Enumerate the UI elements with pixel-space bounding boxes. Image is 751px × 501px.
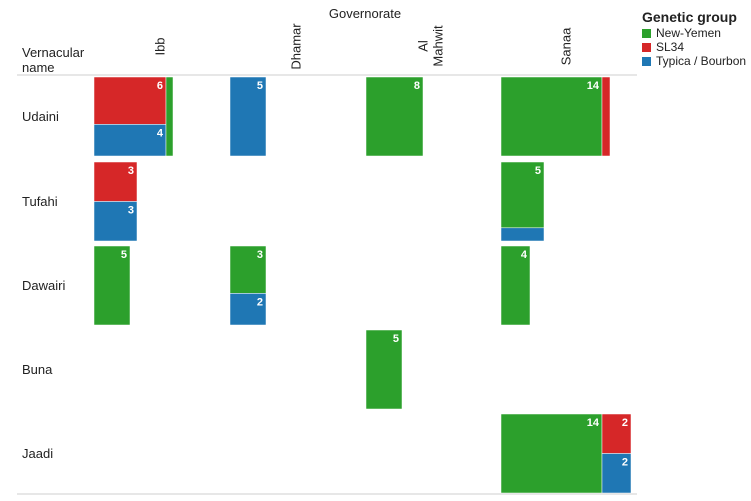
cell-tufahi-ibb: 33	[93, 161, 138, 242]
cell-dawairi-dhamar: 32	[229, 245, 267, 326]
segment-value-label: 14	[587, 80, 600, 92]
segment-value-label: 6	[157, 80, 163, 92]
segment-value-label: 5	[393, 333, 399, 345]
row-header-line-2: name	[22, 60, 55, 75]
segment-new-yemen	[500, 245, 531, 326]
column-header-title: Governorate	[328, 6, 402, 21]
row-label-buna: Buna	[22, 361, 53, 377]
segment-typica-bourbon	[229, 76, 267, 157]
legend-label-new-yemen: New-Yemen	[656, 26, 721, 40]
row-header-title: Vernacular name	[22, 45, 84, 75]
column-label-dhamar: Dhamar	[289, 23, 304, 69]
legend-label-sl34: SL34	[656, 40, 685, 54]
segment-new-yemen	[500, 413, 603, 494]
cell-dawairi-ibb: 5	[93, 245, 131, 326]
legend-label-typica-bourbon: Typica / Bourbon	[656, 54, 747, 68]
segment-value-label: 3	[257, 249, 263, 261]
column-label-line: Al	[415, 40, 431, 52]
segment-new-yemen	[93, 245, 131, 326]
legend-swatch-sl34	[642, 42, 651, 52]
segment-value-label: 5	[257, 80, 263, 92]
segment-value-label: 2	[622, 417, 628, 429]
segment-sl34	[601, 413, 632, 454]
segment-value-label: 4	[521, 249, 528, 261]
segment-value-label: 5	[121, 249, 127, 261]
segment-typica-bourbon	[229, 293, 267, 326]
column-label-ibb: Ibb	[153, 37, 168, 55]
cell-dawairi-sanaa: 4	[500, 245, 531, 326]
column-label-al-mahwit: Al Mahwit	[415, 25, 445, 66]
segment-value-label: 3	[128, 165, 134, 177]
cell-udaini-al-mahwit: 8	[365, 76, 424, 157]
cell-tufahi-sanaa: 5	[500, 161, 545, 242]
row-label-udaini: Udaini	[22, 108, 59, 124]
segment-value-label: 8	[414, 80, 420, 92]
segment-sl34	[601, 76, 611, 157]
legend: Genetic group New-Yemen SL34 Typica / Bo…	[642, 9, 746, 68]
segment-value-label: 5	[535, 165, 541, 177]
legend-swatch-typica-bourbon	[642, 56, 651, 66]
legend-item-typica-bourbon: Typica / Bourbon	[642, 54, 746, 68]
column-label-sanaa: Sanaa	[558, 27, 573, 65]
segment-new-yemen	[365, 329, 403, 410]
segment-value-label: 2	[257, 296, 263, 308]
segment-typica-bourbon	[93, 124, 167, 157]
row-header-line-1: Vernacular	[22, 45, 85, 60]
legend-title: Genetic group	[642, 9, 737, 25]
column-label-line: Dhamar	[288, 22, 304, 70]
cell-buna-al-mahwit: 5	[365, 329, 403, 410]
column-label-line: Mahwit	[430, 25, 446, 67]
segment-typica-bourbon	[500, 227, 545, 242]
column-label-line: Ibb	[152, 36, 168, 56]
legend-swatch-new-yemen	[642, 28, 651, 38]
segment-sl34	[93, 76, 167, 125]
cell-udaini-dhamar: 5	[229, 76, 267, 157]
segment-new-yemen	[500, 161, 545, 229]
row-label-tufahi: Tufahi	[22, 193, 58, 209]
cell-udaini-ibb: 64	[93, 76, 174, 157]
segment-value-label: 2	[622, 457, 628, 469]
segment-typica-bourbon	[601, 453, 632, 494]
segment-typica-bourbon	[93, 201, 138, 242]
cell-jaadi-sanaa: 14 2 2	[500, 413, 632, 494]
segment-value-label: 3	[128, 205, 134, 217]
column-label-line: Sanaa	[558, 27, 574, 65]
segment-new-yemen	[365, 76, 424, 157]
legend-item-new-yemen: New-Yemen	[642, 26, 746, 40]
segment-sl34	[93, 161, 138, 202]
legend-item-sl34: SL34	[642, 40, 746, 54]
segment-value-label: 4	[157, 127, 164, 139]
row-label-jaadi: Jaadi	[22, 445, 54, 461]
segment-new-yemen	[500, 76, 603, 157]
segment-new-yemen	[165, 76, 174, 157]
cell-udaini-sanaa: 14	[500, 76, 611, 157]
segment-new-yemen	[229, 245, 267, 294]
row-label-dawairi: Dawairi	[22, 277, 66, 293]
segment-value-label: 14	[587, 417, 600, 429]
